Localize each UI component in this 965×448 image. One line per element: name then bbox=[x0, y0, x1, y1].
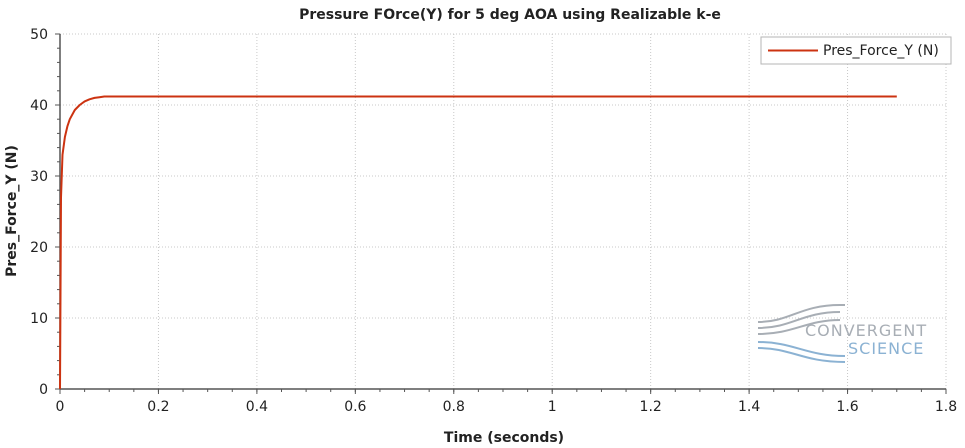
legend-label: Pres_Force_Y (N) bbox=[823, 43, 939, 59]
x-axis-label: Time (seconds) bbox=[444, 430, 564, 446]
x-tick-label: 0.8 bbox=[443, 399, 465, 415]
x-tick-label: 0.2 bbox=[147, 399, 169, 415]
y-tick-label: 40 bbox=[30, 98, 48, 114]
tick-labels: 0 0.2 0.4 0.6 0.8 1 1.2 1.4 1.6 1.8 0 10 20 30 40 50 bbox=[30, 27, 957, 415]
logo-swoosh-icon bbox=[757, 304, 846, 363]
y-tick-label: 0 bbox=[39, 382, 48, 398]
logo-text-science: SCIENCE bbox=[848, 339, 924, 358]
convergent-science-logo: CONVERGENT SCIENCE bbox=[757, 304, 927, 363]
x-tick-label: 1.4 bbox=[738, 399, 760, 415]
x-tick-label: 0.6 bbox=[344, 399, 366, 415]
series-layer bbox=[59, 95, 897, 390]
axes bbox=[55, 33, 947, 394]
x-tick-label: 0 bbox=[56, 399, 65, 415]
legend: Pres_Force_Y (N) bbox=[760, 36, 952, 65]
y-tick-label: 20 bbox=[30, 240, 48, 256]
y-tick-label: 30 bbox=[30, 169, 48, 185]
series-line-pres-force-y bbox=[59, 95, 897, 390]
grid bbox=[60, 33, 947, 389]
y-tick-label: 10 bbox=[30, 311, 48, 327]
y-axis-label: Pres_Force_Y (N) bbox=[4, 145, 20, 277]
x-tick-label: 1.6 bbox=[836, 399, 858, 415]
chart-title: Pressure FOrce(Y) for 5 deg AOA using Re… bbox=[299, 7, 721, 23]
x-tick-label: 1.8 bbox=[935, 399, 957, 415]
y-tick-label: 50 bbox=[30, 27, 48, 43]
x-tick-label: 0.4 bbox=[246, 399, 268, 415]
x-tick-label: 1.2 bbox=[640, 399, 662, 415]
logo-text-convergent: CONVERGENT bbox=[805, 321, 927, 340]
x-tick-label: 1 bbox=[548, 399, 557, 415]
